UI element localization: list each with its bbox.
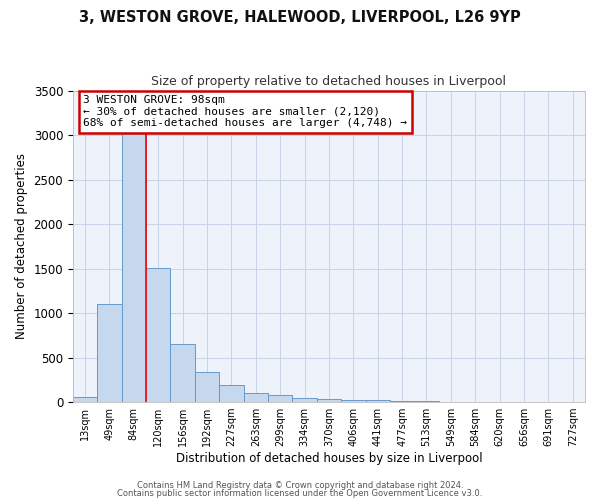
- Bar: [292, 398, 317, 402]
- Bar: [390, 400, 415, 402]
- Text: Contains HM Land Registry data © Crown copyright and database right 2024.: Contains HM Land Registry data © Crown c…: [137, 481, 463, 490]
- Bar: [122, 104, 146, 402]
- Title: Size of property relative to detached houses in Liverpool: Size of property relative to detached ho…: [151, 75, 506, 88]
- X-axis label: Distribution of detached houses by size in Liverpool: Distribution of detached houses by size …: [176, 452, 482, 465]
- Text: Contains public sector information licensed under the Open Government Licence v3: Contains public sector information licen…: [118, 488, 482, 498]
- Bar: [195, 372, 219, 402]
- Bar: [73, 397, 97, 402]
- Text: 3, WESTON GROVE, HALEWOOD, LIVERPOOL, L26 9YP: 3, WESTON GROVE, HALEWOOD, LIVERPOOL, L2…: [79, 10, 521, 25]
- Bar: [341, 400, 365, 402]
- Bar: [244, 392, 268, 402]
- Text: 3 WESTON GROVE: 98sqm
← 30% of detached houses are smaller (2,120)
68% of semi-d: 3 WESTON GROVE: 98sqm ← 30% of detached …: [83, 95, 407, 128]
- Bar: [365, 400, 390, 402]
- Bar: [170, 344, 195, 402]
- Bar: [97, 304, 122, 402]
- Bar: [317, 400, 341, 402]
- Bar: [268, 396, 292, 402]
- Bar: [219, 384, 244, 402]
- Bar: [146, 268, 170, 402]
- Y-axis label: Number of detached properties: Number of detached properties: [15, 154, 28, 340]
